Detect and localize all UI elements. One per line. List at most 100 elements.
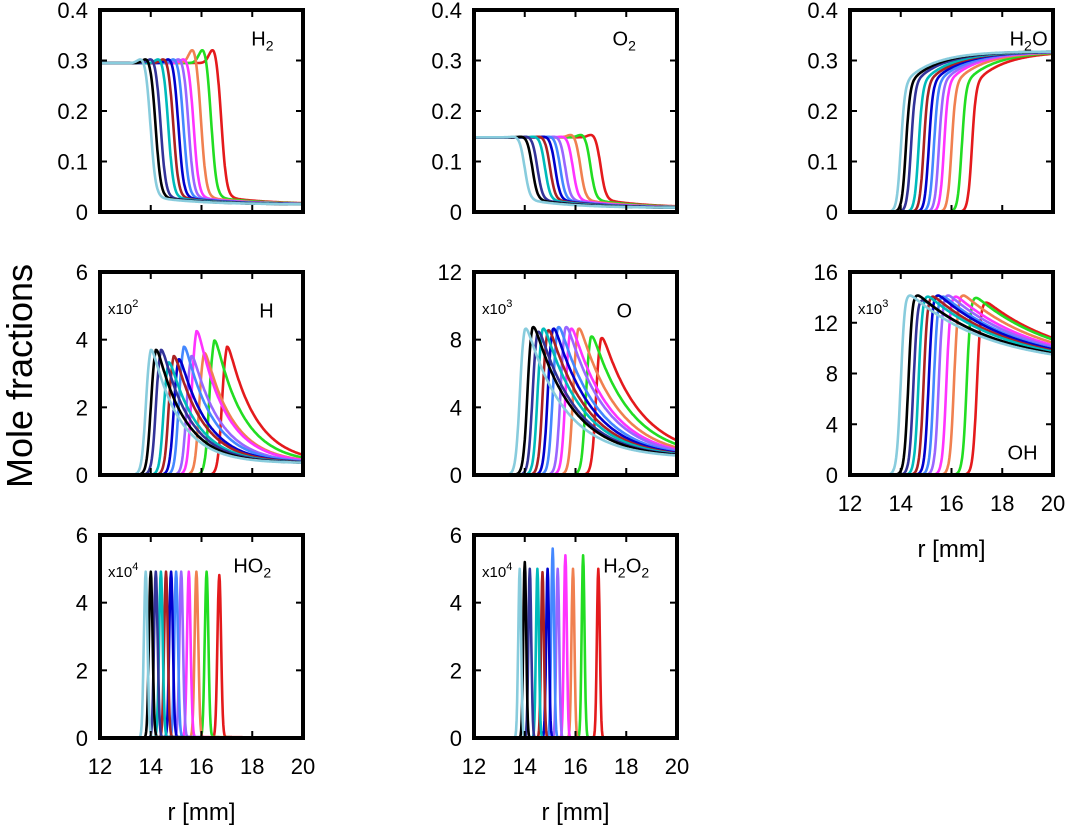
y-tick-label: 0	[826, 463, 838, 488]
series-line-9	[474, 135, 677, 209]
y-tick-label: 0.1	[807, 150, 838, 175]
x-tick-label: 12	[838, 491, 862, 516]
series-line-11	[100, 570, 303, 738]
series-line-7	[474, 327, 677, 475]
series-group	[100, 49, 303, 206]
x-tick-label: 20	[291, 754, 315, 779]
y-tick-label: 4	[76, 591, 88, 616]
y-tick-label: 0.4	[57, 0, 88, 23]
x-tick-label: 16	[189, 754, 213, 779]
y-tick-label: 8	[826, 362, 838, 387]
series-group	[850, 294, 1053, 475]
species-label: O	[616, 301, 632, 323]
series-line-11	[474, 135, 677, 209]
series-line-9	[850, 295, 1053, 475]
x-tick-label: 20	[665, 754, 689, 779]
y-tick-label: 0	[450, 726, 462, 751]
y-axis-title: Mole fractions	[0, 264, 40, 488]
series-line-1	[100, 573, 303, 738]
y-tick-label: 2	[76, 395, 88, 420]
series-line-9	[100, 570, 303, 738]
series-line-3	[100, 49, 303, 205]
species-label: H	[259, 301, 273, 323]
y-tick-label: 0	[450, 463, 462, 488]
series-line-12	[100, 570, 303, 738]
y-tick-label: 0.3	[57, 49, 88, 74]
x-tick-label: 16	[563, 754, 587, 779]
series-line-6	[100, 345, 303, 475]
series-line-4	[100, 570, 303, 738]
species-label: H2 O2	[603, 555, 649, 580]
species-label: O2	[613, 28, 637, 53]
series-line-4	[474, 327, 677, 475]
y-tick-label: 0	[450, 200, 462, 225]
species-label: H2 O	[1010, 28, 1048, 53]
y-tick-label: 2	[76, 658, 88, 683]
y-tick-label: 0	[76, 200, 88, 225]
x-tick-label: 18	[990, 491, 1014, 516]
y-tick-label: 12	[814, 311, 838, 336]
series-group	[474, 547, 677, 738]
series-line-11	[850, 294, 1053, 475]
y-tick-label: 4	[76, 328, 88, 353]
series-line-4	[100, 329, 303, 475]
series-line-12	[884, 50, 1053, 212]
y-tick-label: 6	[450, 523, 462, 548]
y-tick-label: 0	[76, 726, 88, 751]
y-tick-label: 6	[76, 260, 88, 285]
series-line-9	[474, 327, 677, 475]
series-line-3	[850, 294, 1053, 475]
series-line-6	[474, 325, 677, 475]
panel-h2: 0 0.1 0.2 0.3 0.4 H2	[57, 0, 305, 225]
y-tick-label: 0.3	[431, 49, 462, 74]
multiplier-label: x104	[482, 561, 512, 581]
y-tick-label: 0.2	[431, 99, 462, 124]
panel-oh: 0 4 8 12 16 12 14 16 18 20 r [mm] OH x103	[814, 260, 1066, 563]
x-tick-label: 20	[1041, 491, 1065, 516]
x-tick-label: 14	[513, 754, 537, 779]
series-group	[100, 570, 303, 738]
multiplier-label: x103	[858, 298, 888, 318]
series-line-10	[100, 570, 303, 738]
x-tick-label: 12	[88, 754, 112, 779]
x-tick-label: 14	[139, 754, 163, 779]
series-line-5	[474, 135, 677, 209]
multiplier-label: x104	[108, 561, 138, 581]
y-tick-label: 16	[814, 260, 838, 285]
series-line-1	[850, 301, 1053, 475]
y-tick-label: 0.1	[431, 150, 462, 175]
series-line-8	[850, 295, 1053, 475]
species-label: HO2	[233, 555, 271, 580]
series-line-3	[474, 133, 677, 209]
x-axis-title: r [mm]	[542, 799, 610, 826]
y-tick-label: 4	[826, 412, 838, 437]
panel-h2o2: 0 2 4 6 12 14 16 18 20 r [mm] H2 O2 x104	[450, 523, 689, 826]
x-tick-label: 18	[614, 754, 638, 779]
species-label: H2	[251, 28, 273, 53]
series-line-7	[100, 570, 303, 738]
panel-o2: 0 0.1 0.2 0.3 0.4 O2	[431, 0, 679, 225]
series-line-10	[474, 135, 677, 209]
panel-ho2: 0 2 4 6 12 14 16 18 20 r [mm] HO2 x104	[76, 523, 315, 826]
series-line-8	[100, 570, 303, 738]
series-group	[474, 133, 677, 209]
y-tick-label: 6	[76, 523, 88, 548]
series-line-6	[100, 570, 303, 738]
x-tick-label: 16	[939, 491, 963, 516]
y-tick-label: 0	[76, 463, 88, 488]
multiplier-label: x103	[482, 298, 512, 318]
y-tick-label: 8	[450, 328, 462, 353]
series-line-1	[100, 345, 303, 475]
y-tick-label: 0.2	[57, 99, 88, 124]
x-axis-title: r [mm]	[918, 536, 986, 563]
series-line-2	[100, 570, 303, 738]
series-line-11	[474, 325, 677, 475]
series-line-6	[474, 135, 677, 209]
series-group	[100, 329, 303, 475]
series-line-12	[850, 294, 1053, 475]
series-line-12	[100, 58, 303, 206]
series-line-12	[474, 135, 677, 209]
